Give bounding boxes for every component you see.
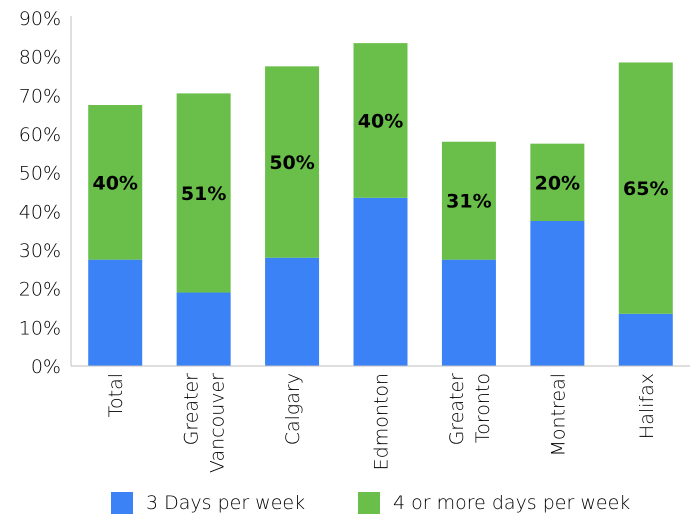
y-tick-label: 70%: [19, 85, 61, 107]
y-tick-label: 20%: [19, 279, 61, 301]
y-tick-label: 80%: [19, 47, 61, 69]
bar-3-days: [530, 221, 585, 366]
legend-label-4-plus-days: 4 or more days per week: [393, 492, 631, 514]
bar-3-days: [88, 259, 143, 366]
bar-4-plus-days: [176, 93, 231, 293]
legend-item-4-plus-days: 4 or more days per week: [358, 492, 630, 514]
x-category-label: Greater: [181, 373, 203, 446]
data-label: 40%: [358, 110, 403, 132]
y-tick-label: 10%: [19, 317, 61, 339]
x-category-label: Vancouver: [207, 373, 229, 473]
x-category-label: Total: [105, 373, 127, 417]
bar-3-days: [265, 257, 320, 366]
data-label: 65%: [623, 178, 668, 200]
bar-3-days: [618, 313, 673, 366]
legend-label-3-days: 3 Days per week: [146, 492, 306, 514]
x-category-label: Toronto: [472, 373, 494, 443]
stacked-bar-chart: 0% 10% 20% 30% 40% 50% 60% 70% 80% 90% 40% Total 51%…: [19, 8, 690, 473]
y-tick-label: 50%: [19, 163, 61, 185]
y-tick-label: 40%: [19, 201, 61, 223]
bar-3-days: [441, 259, 496, 366]
y-tick-label: 90%: [19, 8, 61, 30]
bar-3-days: [353, 197, 408, 366]
x-category-label: Edmonton: [371, 373, 393, 470]
y-tick-label: 0%: [31, 356, 61, 378]
bar-4-plus-days: [265, 66, 320, 258]
bar-4-plus-days: [441, 141, 496, 260]
legend-swatch-4-plus-days: [358, 492, 380, 514]
x-category-label: Montreal: [547, 373, 569, 457]
bar-4-plus-days: [618, 62, 673, 314]
x-category-label: Halifax: [636, 373, 658, 439]
legend: 3 Days per week 4 or more days per week: [0, 492, 698, 518]
y-tick-label: 60%: [19, 124, 61, 146]
data-label: 20%: [535, 172, 580, 194]
x-category-label: Calgary: [282, 373, 304, 445]
bar-4-plus-days: [353, 43, 408, 198]
data-label: 31%: [446, 191, 491, 213]
legend-swatch-3-days: [111, 492, 133, 514]
data-label: 51%: [181, 183, 226, 205]
bar-3-days: [176, 292, 231, 366]
data-label: 50%: [269, 152, 314, 174]
bar-4-plus-days: [88, 105, 143, 260]
y-tick-label: 30%: [19, 240, 61, 262]
legend-item-3-days: 3 Days per week: [111, 492, 305, 514]
bar-4-plus-days: [530, 143, 585, 221]
x-category-label: Greater: [446, 373, 468, 446]
data-label: 40%: [92, 172, 137, 194]
